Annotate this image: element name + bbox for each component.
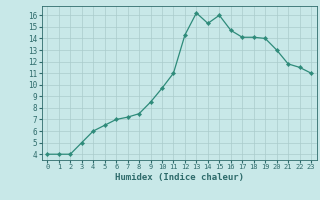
X-axis label: Humidex (Indice chaleur): Humidex (Indice chaleur) (115, 173, 244, 182)
